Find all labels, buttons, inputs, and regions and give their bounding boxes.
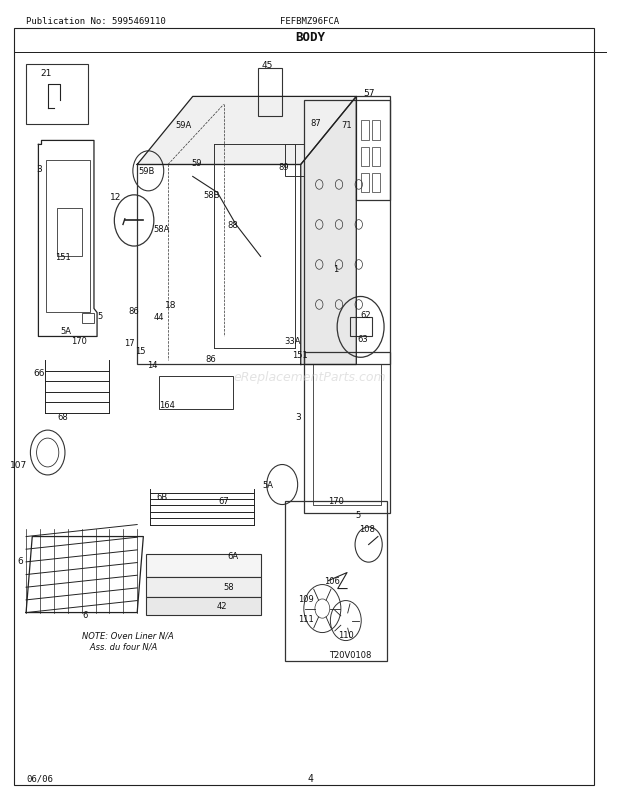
Bar xyxy=(26,65,88,125)
Text: 58A: 58A xyxy=(154,225,170,233)
Text: 87: 87 xyxy=(311,119,322,128)
Text: 5A: 5A xyxy=(262,480,273,489)
Text: 59B: 59B xyxy=(139,167,155,176)
Text: 58B: 58B xyxy=(203,190,219,199)
Text: 06/06: 06/06 xyxy=(26,774,53,783)
Text: 3: 3 xyxy=(37,164,42,174)
Text: 5A: 5A xyxy=(61,327,72,336)
Text: 33A: 33A xyxy=(285,337,301,346)
Text: 44: 44 xyxy=(154,313,164,322)
Text: 6: 6 xyxy=(82,610,87,619)
Bar xyxy=(285,501,387,661)
Text: 42: 42 xyxy=(217,602,228,610)
Text: 45: 45 xyxy=(261,61,272,70)
Bar xyxy=(159,377,233,409)
Text: 18: 18 xyxy=(166,301,177,310)
Bar xyxy=(304,353,390,513)
Polygon shape xyxy=(301,97,356,365)
Text: 6B: 6B xyxy=(156,492,167,501)
Polygon shape xyxy=(137,97,356,165)
Text: 66: 66 xyxy=(33,369,45,378)
Bar xyxy=(146,597,260,615)
Bar xyxy=(137,165,301,365)
Bar xyxy=(304,101,390,365)
Text: 3: 3 xyxy=(296,412,301,422)
Text: 59A: 59A xyxy=(175,121,192,130)
Text: 12: 12 xyxy=(110,192,122,201)
Text: 107: 107 xyxy=(10,460,27,469)
Bar xyxy=(361,174,369,193)
Text: 4: 4 xyxy=(307,773,313,784)
Text: 86: 86 xyxy=(129,306,140,315)
Text: 14: 14 xyxy=(148,361,158,370)
Text: 15: 15 xyxy=(135,347,146,356)
Text: 164: 164 xyxy=(159,400,175,410)
Text: 5: 5 xyxy=(97,312,102,321)
Bar xyxy=(313,365,381,505)
Bar xyxy=(361,121,369,140)
Text: 151: 151 xyxy=(55,253,71,261)
Text: 71: 71 xyxy=(342,121,352,130)
Text: Publication No: 5995469110: Publication No: 5995469110 xyxy=(26,17,166,26)
Text: 6A: 6A xyxy=(228,552,239,561)
Text: 111: 111 xyxy=(298,614,314,623)
Bar xyxy=(356,97,390,201)
Bar xyxy=(146,554,260,577)
Text: 21: 21 xyxy=(41,69,52,78)
Bar xyxy=(373,121,379,140)
Text: 170: 170 xyxy=(328,496,344,505)
Bar xyxy=(57,209,82,257)
Text: 67: 67 xyxy=(218,496,229,505)
Text: 17: 17 xyxy=(124,338,135,347)
Text: 58: 58 xyxy=(223,582,234,591)
Bar xyxy=(82,314,94,323)
Bar xyxy=(373,148,379,167)
Text: 6: 6 xyxy=(17,557,23,565)
Text: 63: 63 xyxy=(357,334,368,343)
Text: 170: 170 xyxy=(71,337,86,346)
Bar xyxy=(46,161,91,313)
Text: T20V0108: T20V0108 xyxy=(329,650,372,660)
Text: NOTE: Oven Liner N/A
   Ass. du four N/A: NOTE: Oven Liner N/A Ass. du four N/A xyxy=(82,631,174,650)
Text: 62: 62 xyxy=(360,311,371,320)
Text: 88: 88 xyxy=(228,221,238,229)
Text: 5: 5 xyxy=(355,510,361,519)
Text: 1: 1 xyxy=(334,265,339,273)
Text: FEFBMZ96FCA: FEFBMZ96FCA xyxy=(280,17,340,26)
Text: 89: 89 xyxy=(278,162,289,172)
Bar xyxy=(257,69,282,117)
Text: 106: 106 xyxy=(324,577,340,585)
Bar xyxy=(350,318,372,337)
Text: 108: 108 xyxy=(359,525,374,533)
Text: 57: 57 xyxy=(363,89,374,98)
Text: BODY: BODY xyxy=(295,30,325,44)
Text: 59: 59 xyxy=(192,159,202,168)
Bar xyxy=(373,174,379,193)
Text: 110: 110 xyxy=(338,630,353,639)
Text: 109: 109 xyxy=(298,595,314,604)
Bar xyxy=(146,577,260,597)
Text: 151: 151 xyxy=(291,350,308,359)
Bar xyxy=(361,148,369,167)
Text: 86: 86 xyxy=(206,355,216,364)
Text: 68: 68 xyxy=(58,412,68,422)
Bar xyxy=(285,145,304,177)
Text: eReplacementParts.com: eReplacementParts.com xyxy=(234,371,386,383)
